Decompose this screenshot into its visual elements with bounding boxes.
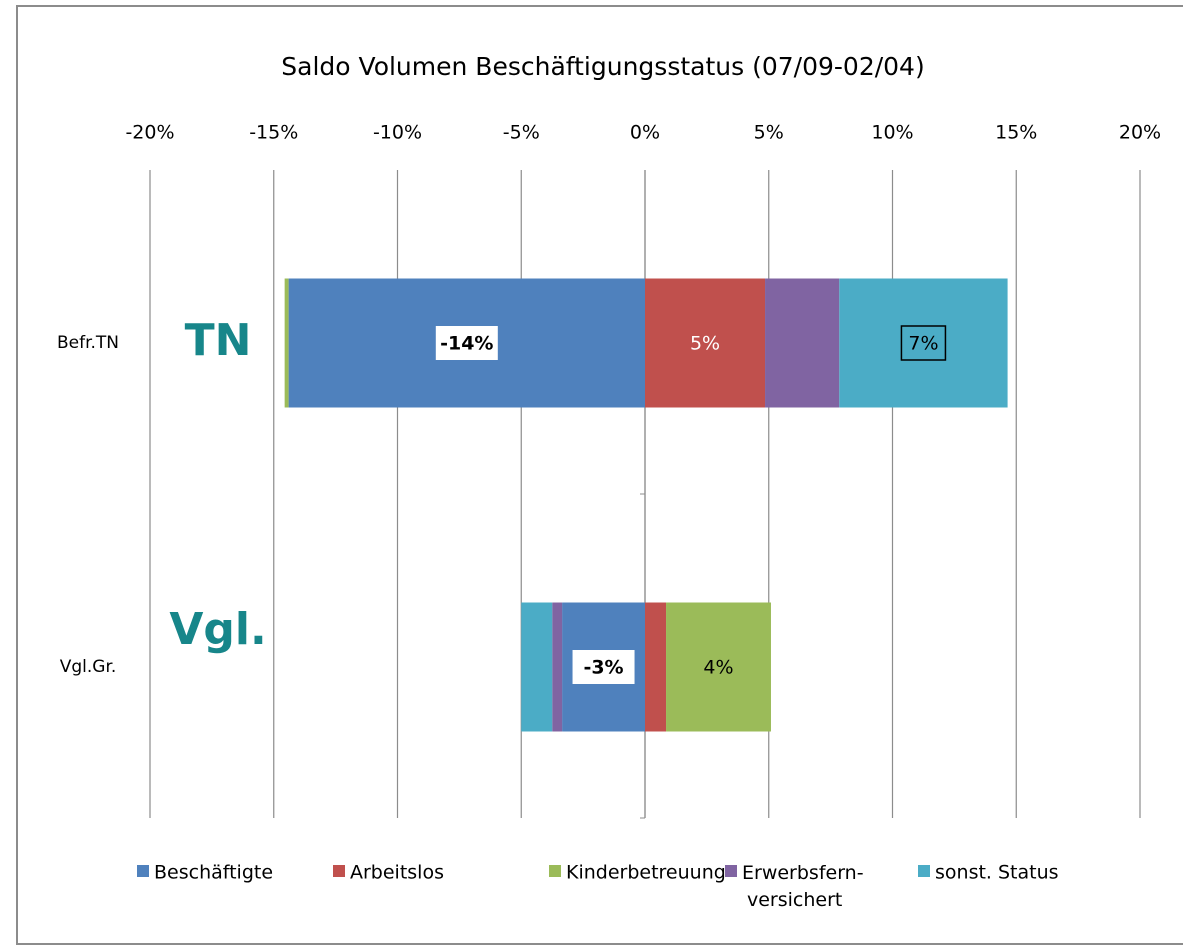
x-tick-label: 5%	[754, 122, 784, 144]
x-tick-label: -10%	[373, 122, 422, 144]
legend-label-line: versichert	[747, 889, 842, 911]
value-label-group: -3%	[572, 650, 635, 684]
x-tick-label: 0%	[630, 122, 660, 144]
annotation: Vgl.	[169, 604, 266, 655]
value-label-group: 4%	[703, 657, 733, 679]
value-label: 4%	[703, 657, 733, 679]
legend-swatch	[725, 865, 737, 877]
value-label: -3%	[583, 657, 623, 679]
value-label-box	[572, 650, 635, 684]
value-label-group: -14%	[435, 326, 498, 360]
legend-swatch	[549, 865, 561, 877]
x-tick-label: 10%	[871, 122, 913, 144]
annotation: TN	[185, 315, 252, 366]
legend-label: Erwerbsfern-versichert	[742, 862, 864, 911]
x-tick-label: -20%	[125, 122, 174, 144]
value-label-box	[900, 325, 947, 361]
legend-swatch	[333, 865, 345, 877]
value-label: -14%	[440, 333, 493, 355]
x-tick-label: -15%	[249, 122, 298, 144]
value-label-box	[435, 326, 498, 360]
value-label-group: 7%	[900, 325, 947, 361]
x-tick-label: 15%	[995, 122, 1037, 144]
bar-segment	[765, 278, 840, 408]
category-label: Befr.TN	[57, 333, 119, 353]
bar-segment	[645, 602, 667, 732]
legend-label: Kinderbetreuung	[566, 862, 726, 884]
x-tick-label: -5%	[503, 122, 540, 144]
legend-label: sonst. Status	[935, 862, 1059, 884]
legend-label: Beschäftigte	[154, 862, 273, 884]
value-label-group: 5%	[690, 333, 720, 355]
value-label: 5%	[690, 333, 720, 355]
legend-label-line: Erwerbsfern-	[742, 862, 864, 884]
category-label: Vgl.Gr.	[60, 657, 117, 677]
bar-segment	[666, 602, 771, 732]
legend-label: Arbeitslos	[350, 862, 444, 884]
legend-swatch	[137, 865, 149, 877]
bar-segment	[521, 602, 553, 732]
value-label: 7%	[908, 333, 938, 355]
bar-segment	[645, 278, 766, 408]
bar-segment	[284, 278, 289, 408]
x-tick-label: 20%	[1119, 122, 1161, 144]
legend-swatch	[918, 865, 930, 877]
bar-segment	[552, 602, 563, 732]
chart-title: Saldo Volumen Beschäftigungsstatus (07/0…	[281, 52, 924, 81]
bar-segment	[839, 278, 1008, 408]
